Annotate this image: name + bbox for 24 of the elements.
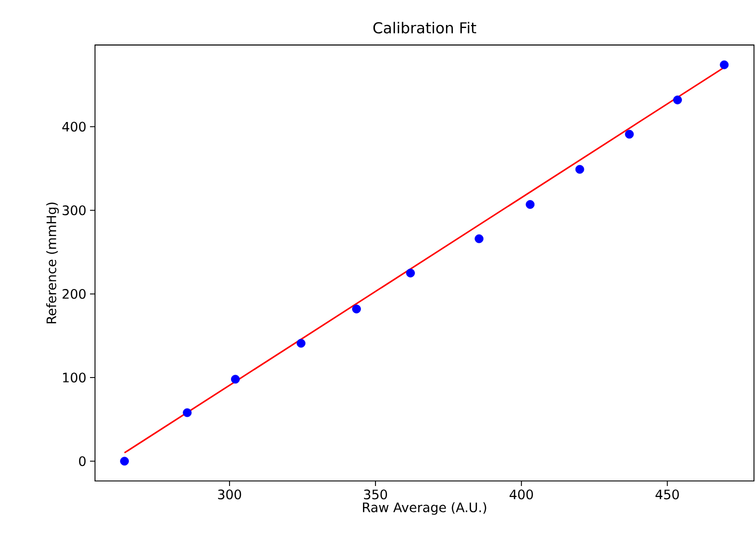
point <box>352 304 361 314</box>
x-tick-label: 350 <box>364 490 388 500</box>
point <box>120 456 129 466</box>
point <box>526 200 535 209</box>
point <box>406 268 415 278</box>
y-tick-label: 0 <box>79 456 86 466</box>
x-tick-label: 300 <box>218 490 242 500</box>
x-axis-title: Raw Average (A.U.) <box>362 502 486 515</box>
point <box>624 130 634 139</box>
y-axis-title: Reference (mmHg) <box>46 202 59 324</box>
y-tick-label: 200 <box>62 289 86 299</box>
point <box>182 408 192 418</box>
point <box>673 96 682 104</box>
x-tick-label: 450 <box>656 490 679 500</box>
point <box>230 374 240 384</box>
x-tick-label: 400 <box>510 490 533 500</box>
y-tick-label: 300 <box>62 205 86 216</box>
y-tick-label: 100 <box>63 372 86 382</box>
chart-title: Calibration Fit <box>373 22 476 34</box>
point <box>296 338 306 348</box>
point <box>575 164 584 174</box>
point <box>474 234 484 244</box>
point <box>720 60 729 70</box>
y-tick-label: 400 <box>62 122 86 132</box>
